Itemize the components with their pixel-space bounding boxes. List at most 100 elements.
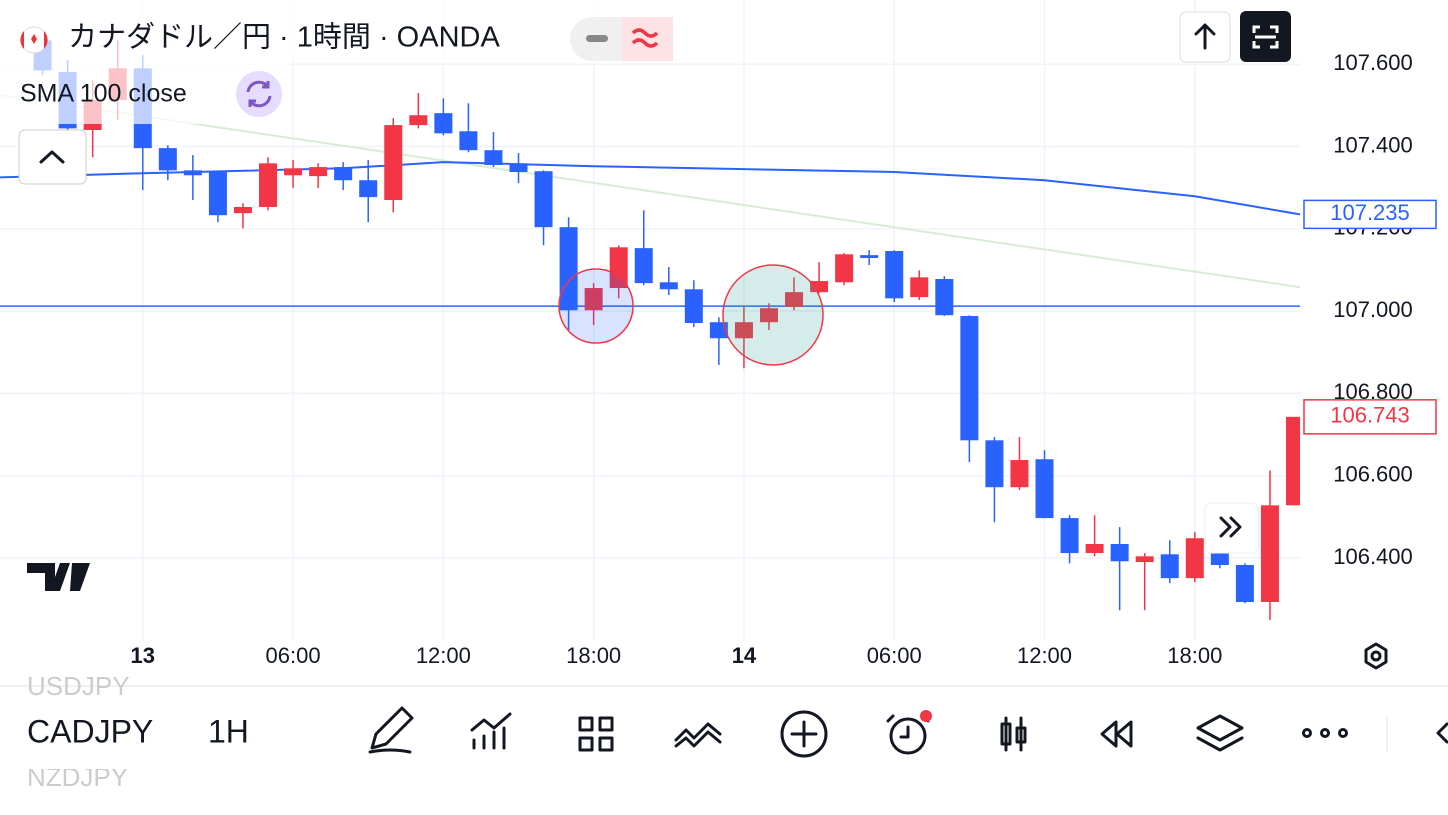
price-label-box xyxy=(1303,399,1437,435)
candle-body xyxy=(158,148,177,171)
candle-body xyxy=(484,150,503,166)
draw-icon[interactable] xyxy=(368,706,414,754)
candle-body xyxy=(1010,460,1029,488)
candle-body xyxy=(885,251,904,299)
chevron-up xyxy=(39,150,65,164)
sync-icon xyxy=(246,80,272,108)
annotation-circle[interactable] xyxy=(722,264,824,366)
header-bg xyxy=(0,0,685,62)
symbol-bg xyxy=(0,697,175,769)
compare-icon[interactable] xyxy=(674,722,722,748)
back-icon[interactable] xyxy=(1436,722,1448,744)
x-tick-label: 13 xyxy=(131,643,155,668)
candle-body xyxy=(659,282,678,290)
pill-right[interactable] xyxy=(622,17,673,61)
candle-body xyxy=(1260,505,1279,603)
candle-body xyxy=(409,115,428,126)
candle-body xyxy=(1160,554,1179,579)
price-label: 106.743 xyxy=(1330,403,1410,428)
candle-body xyxy=(835,254,854,283)
settings-dot xyxy=(1370,650,1382,662)
candle-body xyxy=(634,248,653,284)
candle-body xyxy=(284,168,303,176)
double-chevron xyxy=(1219,516,1242,538)
minus-icon xyxy=(586,35,608,42)
candle-body xyxy=(935,278,954,316)
header-title[interactable]: カナダドル／円 · 1時間 · OANDA xyxy=(68,21,500,54)
fullscreen-icon xyxy=(1252,25,1279,49)
candle-body xyxy=(785,292,804,307)
layers-icon[interactable] xyxy=(1196,714,1244,752)
x-tick-label: 06:00 xyxy=(867,643,922,668)
sma-line xyxy=(0,161,1300,216)
axes: 106.400106.600106.800107.000107.200107.4… xyxy=(131,50,1437,668)
candle-body xyxy=(609,247,628,289)
layout-icon[interactable] xyxy=(578,716,614,752)
x-tick-label: 18:00 xyxy=(1167,643,1222,668)
settings-icon[interactable] xyxy=(1364,642,1388,670)
candle-body xyxy=(759,308,778,323)
candle-body xyxy=(1085,543,1104,554)
replay-icon[interactable] xyxy=(1100,720,1133,748)
scroll-right-button[interactable] xyxy=(1204,502,1259,554)
candle-body xyxy=(334,167,353,181)
arrow-up xyxy=(1194,23,1216,50)
candle-body xyxy=(459,131,478,151)
overlay-line xyxy=(0,94,1300,289)
candle-body xyxy=(860,255,879,259)
x-tick-label: 12:00 xyxy=(416,643,471,668)
add-icon[interactable] xyxy=(790,720,818,748)
candle-body xyxy=(259,163,278,207)
legend-sma[interactable]: SMA 100 close xyxy=(20,80,187,108)
candle-body xyxy=(233,206,252,214)
grid xyxy=(0,0,1300,640)
y-tick-label: 107.600 xyxy=(1333,50,1413,75)
candle-body xyxy=(509,163,528,173)
annotation-circle[interactable] xyxy=(558,268,634,344)
flag xyxy=(20,26,48,54)
x-tick-label: 12:00 xyxy=(1017,643,1072,668)
symbol[interactable]: CADJPY xyxy=(27,713,153,749)
candle-body xyxy=(584,288,603,311)
collapse-button[interactable] xyxy=(18,129,87,185)
candle-body xyxy=(1035,459,1054,519)
x-tick-label: 06:00 xyxy=(266,643,321,668)
candle-body xyxy=(1285,416,1300,506)
candle-body xyxy=(1185,538,1204,579)
candle-body xyxy=(208,172,227,216)
candle-body xyxy=(1110,543,1129,562)
chart-type-icon[interactable] xyxy=(1000,716,1027,752)
candle-body xyxy=(534,171,553,228)
candle-body xyxy=(910,277,929,298)
x-tick-label: 18:00 xyxy=(566,643,621,668)
candle-body xyxy=(1060,518,1079,554)
candle-body xyxy=(810,281,829,293)
candle-body xyxy=(709,322,728,339)
candle-body xyxy=(1135,556,1154,563)
y-tick-label: 107.000 xyxy=(1333,297,1413,322)
candle-body xyxy=(384,125,403,200)
indicators-icon[interactable] xyxy=(470,712,512,750)
candle-body xyxy=(183,170,202,176)
x-tick-label: 14 xyxy=(732,643,757,668)
y-tick-label: 107.400 xyxy=(1333,132,1413,157)
interval[interactable]: 1H xyxy=(208,713,249,749)
alert-badge xyxy=(920,710,932,722)
logo xyxy=(27,563,90,591)
candle-body xyxy=(359,180,378,198)
candle-body xyxy=(985,440,1004,488)
candle-body xyxy=(960,316,979,441)
sync-button[interactable] xyxy=(236,71,282,117)
y-tick-label: 106.400 xyxy=(1333,544,1413,569)
candle-body xyxy=(684,289,703,324)
candle-body xyxy=(1235,564,1254,603)
price-label: 107.235 xyxy=(1330,200,1410,225)
price-label-box xyxy=(1303,199,1437,230)
approx-icon xyxy=(631,28,659,48)
y-tick-label: 106.600 xyxy=(1333,462,1413,487)
candle-body xyxy=(309,167,328,177)
candle-body xyxy=(734,322,753,339)
watchlist-prev[interactable]: USDJPY xyxy=(27,671,130,701)
toolbar-icons xyxy=(368,706,1448,758)
